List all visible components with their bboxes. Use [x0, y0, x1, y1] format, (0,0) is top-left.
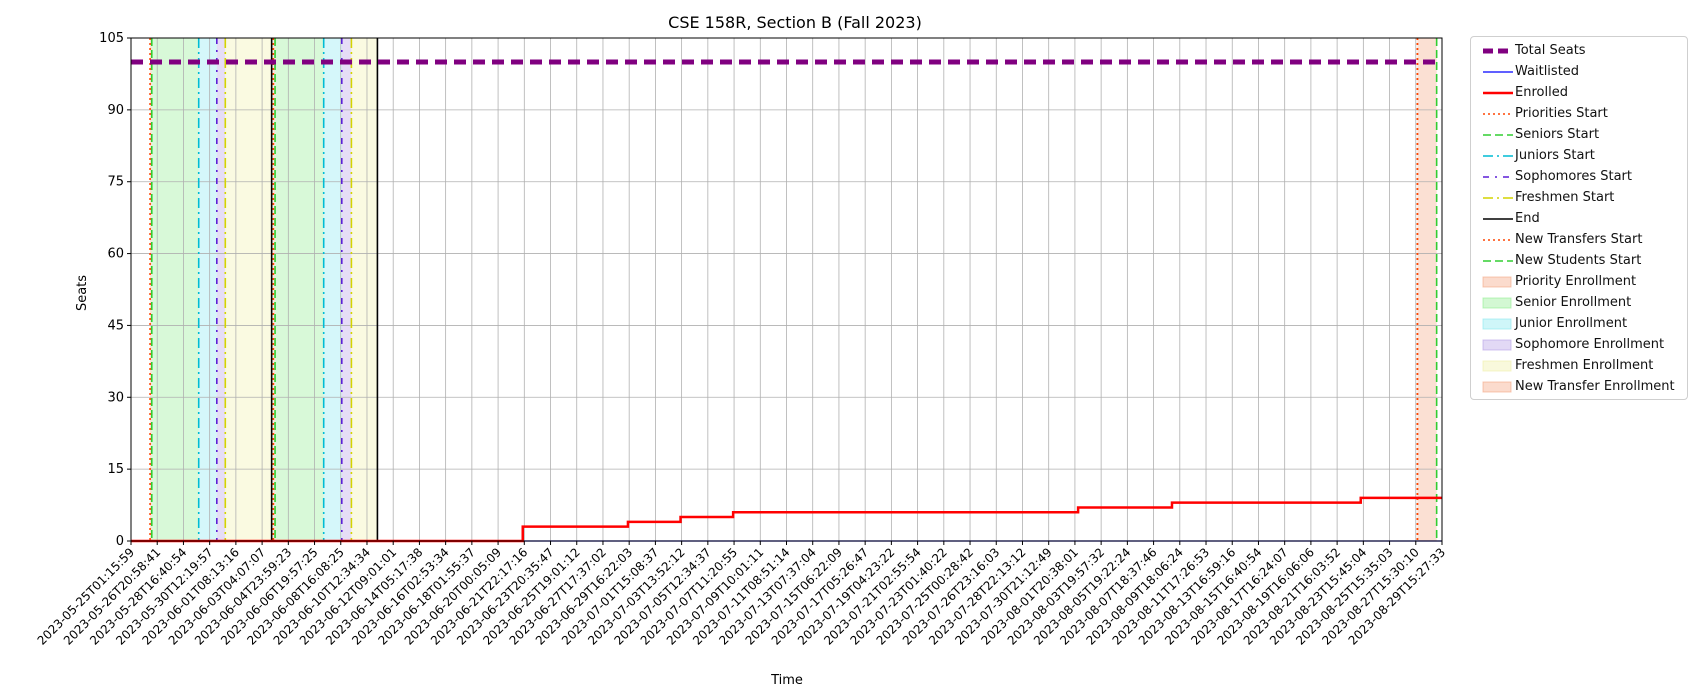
legend-swatch-15 [1482, 360, 1512, 372]
legend-label-12: Senior Enrollment [1515, 295, 1632, 310]
legend-swatch-2 [1483, 91, 1513, 95]
legend-swatch-1 [1483, 71, 1513, 73]
legend-label-15: Freshmen Enrollment [1515, 358, 1654, 373]
y-tick-label-3: 45 [107, 318, 124, 333]
x-axis-label: Time [770, 673, 803, 688]
y-tick-label-0: 0 [116, 534, 124, 549]
legend-item-12: Senior Enrollment [1471, 293, 1687, 314]
period-5-0 [1417, 38, 1437, 541]
legend-label-4: Seniors Start [1515, 127, 1600, 142]
period-1-0 [151, 38, 199, 541]
legend-label-3: Priorities Start [1515, 106, 1608, 121]
legend-item-11: Priority Enrollment [1471, 272, 1687, 293]
legend-patch-16 [1482, 381, 1512, 393]
legend-swatch-7 [1483, 197, 1513, 199]
period-2-0 [198, 38, 217, 541]
series-2 [131, 496, 1442, 543]
legend-swatch-10 [1483, 260, 1513, 262]
legend-label-10: New Students Start [1515, 253, 1642, 268]
legend-patch-14 [1482, 339, 1512, 351]
legend-item-4: Seniors Start [1471, 125, 1687, 146]
chart-title: CSE 158R, Section B (Fall 2023) [668, 13, 922, 32]
legend-patch-13 [1482, 318, 1512, 330]
legend-item-1: Waitlisted [1471, 62, 1687, 83]
legend-label-1: Waitlisted [1515, 64, 1580, 79]
x-ticks: 2023-05-25T01:15:592023-05-26T20:58:4120… [35, 541, 1448, 648]
period-4-0 [225, 38, 272, 541]
legend-label-0: Total Seats [1515, 43, 1586, 58]
y-tick-label-2: 30 [107, 390, 124, 405]
legend-swatch-12 [1482, 297, 1512, 309]
legend-patch-15 [1482, 360, 1512, 372]
legend-item-0: Total Seats [1471, 41, 1687, 62]
legend-item-2: Enrolled [1471, 83, 1687, 104]
period-3-1 [341, 38, 352, 541]
legend-swatch-4 [1483, 134, 1513, 136]
legend-swatch-9 [1483, 239, 1513, 241]
legend-swatch-8 [1483, 218, 1513, 220]
y-axis-label: Seats [75, 275, 90, 311]
legend-patch-11 [1482, 276, 1512, 288]
y-tick-label-4: 60 [107, 247, 124, 262]
legend-item-6: Sophomores Start [1471, 167, 1687, 188]
legend-swatch-16 [1482, 381, 1512, 393]
period-1-1 [275, 38, 324, 541]
legend-label-14: Sophomore Enrollment [1515, 337, 1665, 352]
legend-label-11: Priority Enrollment [1515, 274, 1637, 289]
legend-swatch-5 [1483, 155, 1513, 157]
period-2-1 [323, 38, 342, 541]
period-3-0 [216, 38, 226, 541]
legend-item-5: Juniors Start [1471, 146, 1687, 167]
event-lines [149, 38, 1438, 541]
legend-item-13: Junior Enrollment [1471, 314, 1687, 335]
legend-label-13: Junior Enrollment [1515, 316, 1628, 331]
legend-swatch-6 [1483, 176, 1513, 178]
legend-swatch-3 [1483, 113, 1513, 115]
legend-label-16: New Transfer Enrollment [1515, 379, 1675, 394]
chart-legend: Total Seats Waitlisted Enrolled Priorities … [1470, 36, 1688, 400]
y-tick-label-6: 90 [107, 103, 124, 118]
legend-label-6: Sophomores Start [1515, 169, 1632, 184]
grid [130, 37, 1443, 542]
enrollment-periods [150, 38, 1437, 541]
period-0-1 [273, 38, 276, 541]
legend-item-15: Freshmen Enrollment [1471, 356, 1687, 377]
period-0-0 [150, 38, 152, 541]
legend-item-9: New Transfers Start [1471, 230, 1687, 251]
y-tick-label-1: 15 [107, 462, 124, 477]
legend-item-10: New Students Start [1471, 251, 1687, 272]
legend-item-3: Priorities Start [1471, 104, 1687, 125]
legend-label-5: Juniors Start [1515, 148, 1595, 163]
legend-item-14: Sophomore Enrollment [1471, 335, 1687, 356]
legend-label-8: End [1515, 211, 1540, 226]
legend-label-7: Freshmen Start [1515, 190, 1615, 205]
y-tick-label-5: 75 [107, 175, 124, 190]
legend-item-7: Freshmen Start [1471, 188, 1687, 209]
y-ticks: 0 15 30 45 60 75 90 105 [99, 31, 131, 549]
legend-item-16: New Transfer Enrollment [1471, 377, 1687, 398]
legend-swatch-13 [1482, 318, 1512, 330]
legend-item-8: End [1471, 209, 1687, 230]
y-tick-label-7: 105 [99, 31, 124, 46]
period-4-1 [351, 38, 378, 541]
legend-patch-12 [1482, 297, 1512, 309]
legend-swatch-0 [1483, 48, 1513, 54]
legend-swatch-11 [1482, 276, 1512, 288]
legend-label-2: Enrolled [1515, 85, 1568, 100]
legend-swatch-14 [1482, 339, 1512, 351]
legend-label-9: New Transfers Start [1515, 232, 1643, 247]
